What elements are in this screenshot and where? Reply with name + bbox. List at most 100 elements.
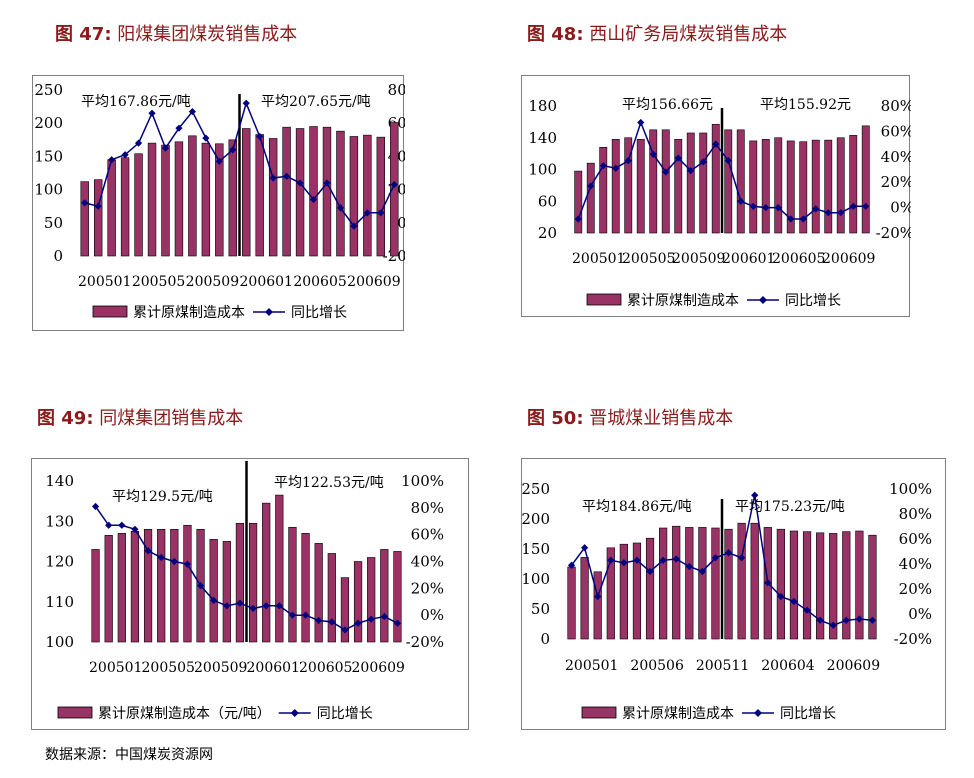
growth-point-200607 xyxy=(803,606,811,614)
growth-point-200606 xyxy=(790,597,798,606)
growth-point-200601 xyxy=(242,99,250,107)
y-right-tick-label: -20% xyxy=(876,224,911,242)
bar-200609 xyxy=(829,533,838,640)
average-annotation: 平均155.92元 xyxy=(760,97,851,113)
growth-point-200507 xyxy=(649,150,657,158)
bar-200612 xyxy=(868,534,877,640)
growth-point-200605 xyxy=(777,592,785,601)
bar-200507 xyxy=(645,537,655,640)
bar-200611 xyxy=(380,549,389,643)
bar-200509 xyxy=(674,139,683,234)
bar-200508 xyxy=(659,527,668,640)
bar-200611 xyxy=(855,530,864,640)
bar-200608 xyxy=(816,532,825,640)
y-right-tick-label: 80% xyxy=(411,499,444,517)
chart-panel-50: 0 50 100 150 200 250 -20% 0% 20% 40% 60% 80% 100% 200… xyxy=(521,458,946,730)
bar-200512 xyxy=(711,123,720,234)
growth-point-200512 xyxy=(711,554,720,562)
bar-200607 xyxy=(799,141,808,234)
chart-panel-49: 100 110 120 130 140 -20% 0% 20% 40% 60% 80% 100% 200… xyxy=(31,458,469,730)
bar-200508 xyxy=(174,141,184,257)
growth-point-200504 xyxy=(612,164,620,172)
legend-line-marker xyxy=(265,308,273,316)
bar-200612 xyxy=(390,122,399,257)
bar-200602 xyxy=(736,129,745,234)
bar-200610 xyxy=(367,557,376,643)
bar-200601 xyxy=(242,128,251,257)
x-tick-label: 200601 xyxy=(247,660,300,676)
growth-point-200503 xyxy=(108,156,116,164)
growth-point-200505 xyxy=(620,559,628,567)
growth-point-200606 xyxy=(787,215,795,223)
bar-200607 xyxy=(322,126,332,257)
x-tick-label: 200601 xyxy=(722,251,775,267)
bar-200605 xyxy=(774,137,783,234)
growth-point-200607 xyxy=(799,215,807,223)
legend-bar-label: 累计原煤制造成本 xyxy=(622,706,734,722)
y-left-tick-label: 200 xyxy=(34,114,63,132)
x-tick-label: 200609 xyxy=(822,251,875,267)
bar-200502 xyxy=(104,535,113,643)
bar-200604 xyxy=(282,126,291,257)
bar-200501 xyxy=(567,566,576,640)
growth-point-200608 xyxy=(341,626,349,634)
average-annotation: 平均122.53元/吨 xyxy=(274,475,384,491)
x-tick-label: 200511 xyxy=(696,658,749,674)
bar-200502 xyxy=(580,557,589,640)
y-right-tick-label: 100% xyxy=(401,472,444,490)
growth-point-200606 xyxy=(309,195,318,204)
bar-200611 xyxy=(376,136,386,257)
y-left-tick-label: 200 xyxy=(522,510,550,528)
legend-bar-swatch xyxy=(586,293,622,306)
y-right-tick-label: 40% xyxy=(899,555,932,573)
bar-200612 xyxy=(861,125,870,234)
x-tick-label: 200501 xyxy=(78,274,131,290)
bar-200601 xyxy=(724,129,733,234)
average-annotation: 平均167.86元/吨 xyxy=(81,94,191,110)
growth-point-200509 xyxy=(672,555,680,563)
bar-200510 xyxy=(686,132,695,234)
chart-panel-48: 2060100140180-20%0%20%40%60%80%200501200… xyxy=(521,75,911,317)
bar-200608 xyxy=(340,577,350,643)
growth-point-200610 xyxy=(842,616,850,624)
growth-point-200506 xyxy=(148,109,156,117)
fig48-label: 图 48: xyxy=(527,24,584,45)
growth-point-200511 xyxy=(698,567,706,576)
legend-line-label: 同比增长 xyxy=(785,293,841,309)
bar-200608 xyxy=(336,130,345,257)
bar-200508 xyxy=(183,524,192,643)
bar-200503 xyxy=(117,533,126,643)
y-left-tick-label: 100 xyxy=(34,181,63,199)
bar-200509 xyxy=(188,135,197,257)
x-tick-label: 200509 xyxy=(194,660,247,676)
x-tick-label: 200505 xyxy=(142,660,195,676)
growth-point-200507 xyxy=(646,567,654,576)
y-left-tick-label: 100 xyxy=(528,161,557,179)
growth-point-200507 xyxy=(161,144,170,152)
growth-point-200503 xyxy=(118,521,126,529)
growth-point-200603 xyxy=(749,202,757,210)
x-tick-label: 200505 xyxy=(622,251,675,267)
fig47-label: 图 47: xyxy=(55,24,112,45)
chart-panel-47: 050100150200250-20%0%20%40%60%80%2005012… xyxy=(32,75,405,331)
growth-point-200510 xyxy=(685,562,693,571)
fig50-title: 图 50: 晋城煤业销售成本 xyxy=(527,404,733,430)
growth-point-200612 xyxy=(393,619,402,627)
source-note: 数据来源：中国煤炭资源网 xyxy=(45,747,213,763)
growth-point-200501 xyxy=(81,199,89,207)
bar-200506 xyxy=(632,542,642,640)
bar-200510 xyxy=(201,142,211,257)
y-right-tick-label: 0% xyxy=(908,605,932,623)
bar-200502 xyxy=(93,179,103,257)
fig49-label: 图 49: xyxy=(37,408,94,429)
y-right-tick-label: 0% xyxy=(890,199,911,217)
growth-point-200510 xyxy=(202,134,210,142)
bar-200605 xyxy=(776,528,785,640)
growth-point-200602 xyxy=(262,602,270,610)
bar-200501 xyxy=(91,549,100,643)
x-tick-label: 200605 xyxy=(299,660,352,676)
growth-point-200511 xyxy=(215,157,223,165)
legend-bar-swatch xyxy=(92,305,128,318)
y-left-tick-label: 130 xyxy=(45,512,74,530)
growth-point-200605 xyxy=(296,179,304,187)
